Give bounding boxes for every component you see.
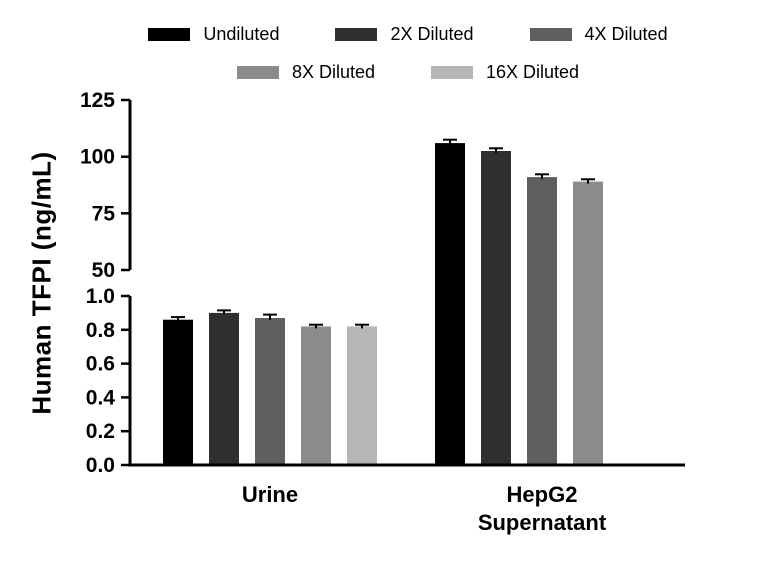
bar-4x-diluted xyxy=(255,318,285,465)
x-category-label: Urine xyxy=(242,482,298,507)
y-tick-label: 1.0 xyxy=(86,285,115,308)
y-tick-label: 0.4 xyxy=(86,386,116,409)
bar-16x-diluted xyxy=(347,326,377,465)
bar-4x-diluted xyxy=(527,177,557,465)
y-tick-label: 0.0 xyxy=(86,454,115,477)
bar-8x-diluted xyxy=(301,326,331,465)
legend-row: 8X Diluted 16X Diluted xyxy=(130,62,686,83)
y-tick-label: 0.2 xyxy=(86,420,115,443)
y-tick-label: 0.8 xyxy=(86,319,116,342)
legend-label: 2X Diluted xyxy=(390,24,474,44)
legend-swatch-8x-diluted xyxy=(236,66,279,79)
legend-item-undiluted: Undiluted xyxy=(148,24,279,45)
bar-2x-diluted xyxy=(209,312,239,465)
legend-label: 8X Diluted xyxy=(291,62,375,82)
legend-swatch-4x-diluted xyxy=(529,28,572,41)
legend-item-8x-diluted: 8X Diluted xyxy=(236,62,375,83)
y-tick-label: 100 xyxy=(80,146,115,169)
legend-swatch-undiluted xyxy=(148,28,191,41)
legend-swatch-16x-diluted xyxy=(431,66,473,79)
legend-label: 4X Diluted xyxy=(584,24,668,44)
bar-undiluted xyxy=(163,319,193,465)
legend-item-4x-diluted: 4X Diluted xyxy=(529,24,668,45)
legend-swatch-2x-diluted xyxy=(335,28,378,41)
x-category-label: HepG2 Supernatant xyxy=(478,482,607,535)
legend-label: Undiluted xyxy=(203,24,280,44)
bar-undiluted xyxy=(435,143,465,465)
legend-item-16x-diluted: 16X Diluted xyxy=(431,62,579,83)
chart-legend: Undiluted 2X Diluted 4X Diluted 8X Diluted 1… xyxy=(130,24,686,100)
y-tick-label: 50 xyxy=(92,259,115,282)
bar-8x-diluted xyxy=(573,181,603,465)
y-tick-label: 75 xyxy=(92,202,116,225)
legend-item-2x-diluted: 2X Diluted xyxy=(335,24,474,45)
bar-2x-diluted xyxy=(481,151,511,465)
legend-label: 16X Diluted xyxy=(486,62,580,82)
y-tick-label: 125 xyxy=(80,89,115,112)
legend-row: Undiluted 2X Diluted 4X Diluted xyxy=(130,24,686,45)
y-tick-label: 0.6 xyxy=(86,353,115,376)
